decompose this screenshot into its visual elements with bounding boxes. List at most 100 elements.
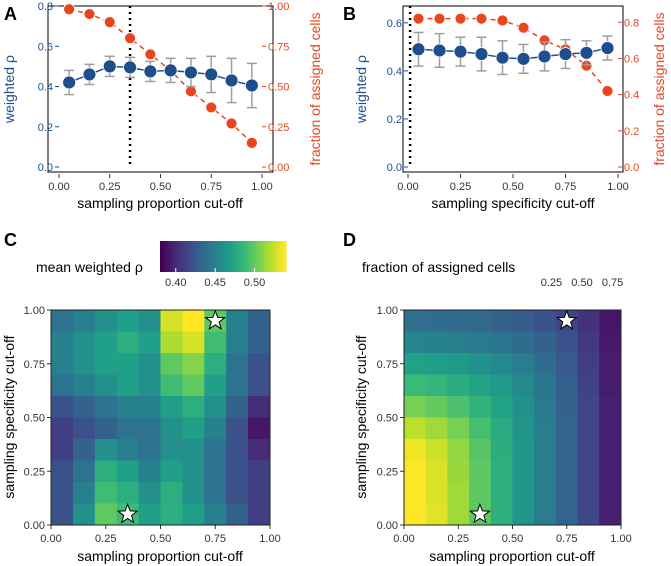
heatmap-cell [182, 482, 205, 504]
colorbar-segment [282, 241, 287, 272]
heatmap-cell [404, 310, 427, 332]
heatmap-cell [160, 396, 183, 418]
heatmap-cell [204, 439, 227, 461]
y-right-tick-label: 0.25 [268, 122, 289, 134]
heatmap-cell [116, 439, 139, 461]
x-tick-label: 0.50 [502, 181, 523, 193]
heatmap-cell [404, 331, 427, 354]
heatmap-cell [404, 353, 427, 375]
x-tick-label: 0.75 [201, 181, 222, 193]
colorbar-segment [169, 241, 174, 272]
x-tick-label: 0.25 [99, 181, 120, 193]
x-tick-label: 0.25 [95, 533, 116, 545]
panel-c: C mean weighted ρ 0.40 0.45 0.50 0.00 0.25 0… [1, 230, 287, 564]
colorbar-segment [204, 241, 208, 272]
heatmap-cell [51, 503, 74, 526]
x-tick-label: 0.00 [397, 181, 418, 193]
heatmap-cell [72, 503, 96, 526]
y-tick-label: 1.00 [24, 305, 45, 317]
heatmap-cell [447, 331, 470, 354]
heatmap-cell [404, 417, 427, 440]
heatmap-cell [599, 353, 622, 375]
heatmap-cell [51, 310, 74, 332]
heatmap-cell [490, 439, 513, 461]
y-axis-title-d: sampling specificity cut-off [353, 335, 369, 498]
heatmap-cell [72, 310, 96, 332]
colorbar-segment [229, 241, 233, 272]
x-tick-label: 0.50 [150, 533, 171, 545]
heatmap-cell [599, 417, 622, 440]
y-left-tick-label: 0.2 [387, 114, 402, 126]
colorbar-segment [257, 241, 262, 272]
heatmap-cell [226, 331, 249, 354]
heatmap-cell [72, 396, 96, 418]
heatmap-cell [138, 439, 161, 461]
colorbar-segment [232, 241, 237, 272]
x-tick-label: 1.00 [251, 181, 272, 193]
heatmap-cell [512, 374, 535, 397]
heatmap-cell [599, 439, 622, 461]
heatmap-cell [160, 503, 183, 526]
colorbar-segment [200, 241, 205, 272]
x-tick-label: 1.00 [259, 533, 280, 545]
colorbar-segment [235, 241, 240, 272]
heatmap-cell [490, 460, 513, 483]
heatmap-cell [404, 503, 427, 526]
y-axis-title-left-b: weighted ρ [353, 55, 369, 124]
heatmap-cell [51, 439, 74, 461]
heatmap-cell [182, 460, 205, 483]
heatmap-cell [204, 417, 227, 440]
heatmap-cell [72, 460, 96, 483]
y-tick-label: 0.25 [24, 466, 45, 478]
y-right-tick-label: 1.00 [268, 1, 289, 13]
heatmap-cell [226, 396, 249, 418]
x-tick-label: 0.75 [555, 181, 576, 193]
y-left-tick-label: 0.2 [38, 122, 53, 134]
colorbar-segment [254, 241, 259, 272]
plot-border-c [50, 309, 271, 526]
heatmap-cell [182, 374, 205, 397]
y-right-tick-label: 0.50 [268, 82, 289, 94]
heatmap-cell [425, 374, 448, 397]
colorbar-segment [197, 241, 202, 272]
colorbar-segment [270, 241, 274, 272]
fraction-point [433, 12, 446, 25]
y-right-tick-label: 0.2 [624, 126, 639, 138]
heatmap-cell [116, 417, 139, 440]
heatmap-cell [469, 331, 492, 354]
heatmap-cell [116, 353, 139, 375]
colorbar-segment [245, 241, 249, 272]
rho-point [558, 47, 573, 61]
rho-point [123, 60, 137, 75]
heatmap-cell [226, 503, 249, 526]
colorbar-segment [163, 241, 167, 272]
y-left-tick-label: 0.4 [387, 66, 402, 78]
heatmap-cell [469, 353, 492, 375]
heatmap-cell [94, 439, 118, 461]
rho-point [516, 51, 531, 66]
colorbar-segment [194, 241, 199, 272]
colorbar-segment [248, 241, 252, 272]
colorbar-c: 0.40 0.45 0.50 [160, 241, 287, 289]
heatmap-cell [72, 417, 96, 440]
fraction-point [144, 48, 157, 61]
colorbar-segment [267, 241, 271, 272]
rho-point [184, 65, 198, 80]
heatmap-cell [72, 439, 96, 461]
colorbar-segment [251, 241, 255, 272]
x-tick-label: 0.25 [450, 181, 471, 193]
heatmap-cell [72, 353, 96, 375]
fraction-point [185, 85, 197, 98]
optimum-star-icon [204, 309, 227, 330]
rho-point [537, 49, 552, 64]
fraction-point [124, 32, 136, 45]
heatmap-cell [555, 482, 578, 504]
heatmap-cell [226, 482, 249, 504]
heatmap-cell [160, 353, 183, 375]
heatmap-cell [94, 310, 118, 332]
rho-point [579, 45, 594, 60]
y-tick-label: 0.50 [24, 413, 45, 425]
rho-point [163, 63, 178, 78]
heatmap-cell [425, 396, 448, 418]
